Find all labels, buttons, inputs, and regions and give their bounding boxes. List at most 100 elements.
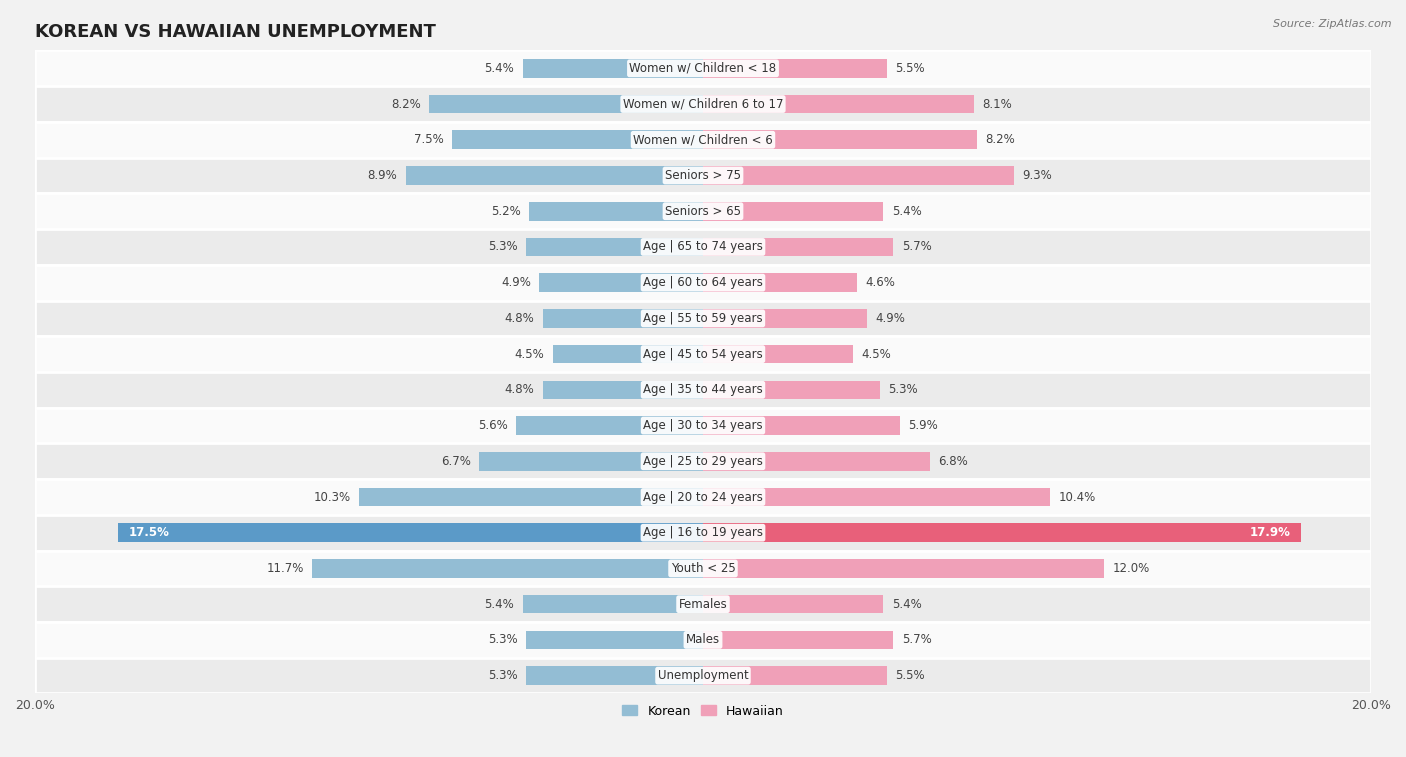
Text: 4.9%: 4.9% (875, 312, 905, 325)
Text: Women w/ Children < 18: Women w/ Children < 18 (630, 62, 776, 75)
Bar (118, 523, 703, 542)
Text: 5.4%: 5.4% (485, 62, 515, 75)
Bar (35, 550, 1371, 587)
Bar (35, 515, 1371, 550)
Text: 8.2%: 8.2% (986, 133, 1015, 146)
Text: 5.7%: 5.7% (901, 634, 932, 646)
Text: 4.5%: 4.5% (862, 347, 891, 360)
Text: 4.6%: 4.6% (865, 276, 894, 289)
Text: 8.9%: 8.9% (367, 169, 398, 182)
Bar (35, 336, 1371, 372)
Bar (35, 587, 1371, 622)
Text: Unemployment: Unemployment (658, 669, 748, 682)
Text: 5.2%: 5.2% (491, 204, 522, 218)
Bar (429, 95, 703, 114)
Bar (35, 265, 1371, 301)
Text: Youth < 25: Youth < 25 (671, 562, 735, 575)
Bar (35, 157, 1371, 193)
Bar (35, 444, 1371, 479)
Bar (35, 408, 1371, 444)
Bar (703, 345, 853, 363)
Text: 5.5%: 5.5% (896, 62, 925, 75)
Text: 5.6%: 5.6% (478, 419, 508, 432)
Text: Age | 30 to 34 years: Age | 30 to 34 years (643, 419, 763, 432)
Bar (516, 416, 703, 435)
Text: 8.2%: 8.2% (391, 98, 420, 111)
Text: 5.3%: 5.3% (889, 383, 918, 397)
Text: 10.3%: 10.3% (314, 491, 350, 503)
Text: Age | 16 to 19 years: Age | 16 to 19 years (643, 526, 763, 539)
Text: 5.3%: 5.3% (488, 669, 517, 682)
Text: Women w/ Children < 6: Women w/ Children < 6 (633, 133, 773, 146)
Bar (703, 238, 893, 256)
Bar (35, 51, 1371, 86)
Bar (35, 622, 1371, 658)
Text: Age | 55 to 59 years: Age | 55 to 59 years (643, 312, 763, 325)
Text: 5.4%: 5.4% (891, 598, 921, 611)
Text: Seniors > 75: Seniors > 75 (665, 169, 741, 182)
Bar (703, 631, 893, 650)
Legend: Korean, Hawaiian: Korean, Hawaiian (617, 699, 789, 723)
Bar (35, 122, 1371, 157)
Bar (703, 273, 856, 292)
Bar (543, 381, 703, 399)
Text: Seniors > 65: Seniors > 65 (665, 204, 741, 218)
Bar (35, 479, 1371, 515)
Bar (529, 202, 703, 220)
Bar (703, 452, 931, 471)
Bar (453, 130, 703, 149)
Bar (35, 658, 1371, 693)
Text: 6.7%: 6.7% (441, 455, 471, 468)
Bar (553, 345, 703, 363)
Text: Age | 45 to 54 years: Age | 45 to 54 years (643, 347, 763, 360)
Text: 8.1%: 8.1% (981, 98, 1012, 111)
Text: 4.8%: 4.8% (505, 383, 534, 397)
Bar (703, 559, 1104, 578)
Text: 4.8%: 4.8% (505, 312, 534, 325)
Bar (479, 452, 703, 471)
Text: 5.7%: 5.7% (901, 241, 932, 254)
Text: 6.8%: 6.8% (938, 455, 969, 468)
Text: 7.5%: 7.5% (415, 133, 444, 146)
Bar (703, 416, 900, 435)
Bar (406, 167, 703, 185)
Text: 4.5%: 4.5% (515, 347, 544, 360)
Text: 5.4%: 5.4% (891, 204, 921, 218)
Text: 5.4%: 5.4% (485, 598, 515, 611)
Bar (703, 523, 1301, 542)
Bar (526, 666, 703, 685)
Text: Source: ZipAtlas.com: Source: ZipAtlas.com (1274, 19, 1392, 29)
Bar (703, 381, 880, 399)
Bar (703, 666, 887, 685)
Bar (703, 202, 883, 220)
Bar (526, 238, 703, 256)
Bar (35, 86, 1371, 122)
Text: 12.0%: 12.0% (1112, 562, 1150, 575)
Text: 5.3%: 5.3% (488, 634, 517, 646)
Bar (35, 229, 1371, 265)
Text: Age | 65 to 74 years: Age | 65 to 74 years (643, 241, 763, 254)
Bar (703, 309, 866, 328)
Text: 17.9%: 17.9% (1250, 526, 1291, 539)
Text: Age | 60 to 64 years: Age | 60 to 64 years (643, 276, 763, 289)
Text: 10.4%: 10.4% (1059, 491, 1097, 503)
Bar (312, 559, 703, 578)
Bar (35, 193, 1371, 229)
Bar (703, 167, 1014, 185)
Bar (543, 309, 703, 328)
Bar (540, 273, 703, 292)
Bar (35, 301, 1371, 336)
Text: KOREAN VS HAWAIIAN UNEMPLOYMENT: KOREAN VS HAWAIIAN UNEMPLOYMENT (35, 23, 436, 41)
Text: Males: Males (686, 634, 720, 646)
Bar (523, 59, 703, 78)
Bar (703, 595, 883, 613)
Text: 11.7%: 11.7% (267, 562, 304, 575)
Bar (523, 595, 703, 613)
Bar (703, 59, 887, 78)
Text: 17.5%: 17.5% (128, 526, 169, 539)
Bar (703, 95, 973, 114)
Bar (359, 488, 703, 506)
Text: Age | 20 to 24 years: Age | 20 to 24 years (643, 491, 763, 503)
Bar (526, 631, 703, 650)
Text: 5.9%: 5.9% (908, 419, 938, 432)
